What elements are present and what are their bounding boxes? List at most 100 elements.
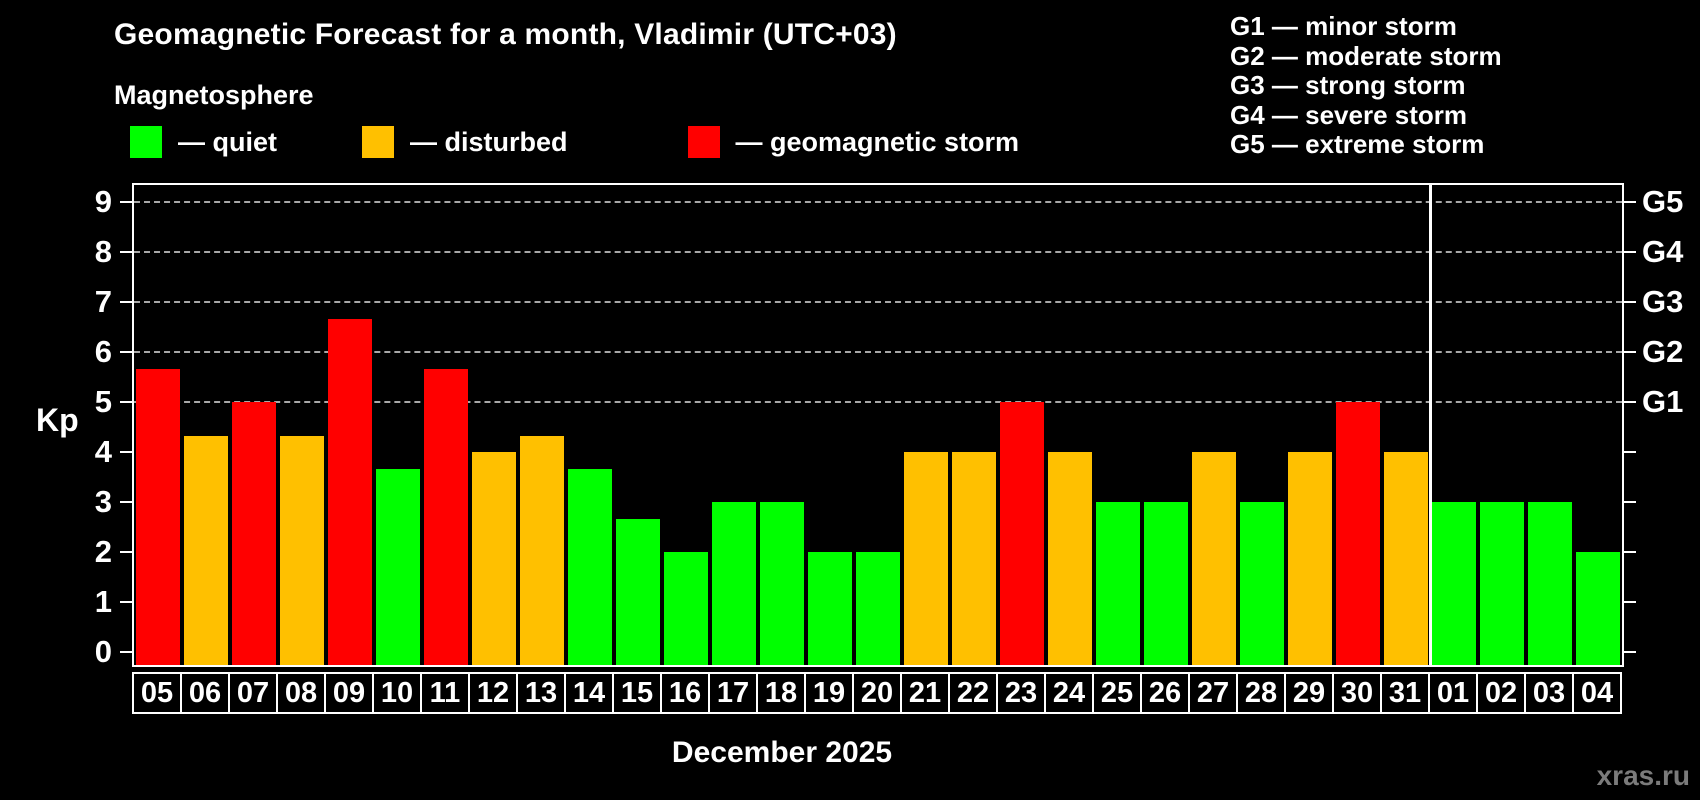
y-axis-tick-left — [120, 251, 132, 253]
g-axis-label-g3: G3 — [1642, 284, 1684, 319]
gridline-kp8 — [134, 251, 1622, 253]
month-separator-line — [1428, 185, 1432, 665]
kp-bar-day-03 — [1528, 502, 1572, 665]
kp-bar-day-19 — [808, 552, 852, 665]
g-scale-legend-line: G3 — strong storm — [1230, 70, 1466, 100]
gridline-kp9 — [134, 201, 1622, 203]
kp-bar-day-05 — [136, 368, 180, 665]
watermark: xras.ru — [1596, 760, 1690, 791]
y-tick-label-6: 6 — [94, 334, 112, 369]
gridline-kp5 — [134, 401, 1622, 403]
chart-subtitle: Magnetosphere — [114, 80, 314, 110]
day-label-13: 13 — [516, 672, 566, 714]
kp-bar-day-04 — [1576, 552, 1620, 665]
g-scale-legend-line: G4 — severe storm — [1230, 99, 1468, 130]
g-axis-label-g4: G4 — [1642, 234, 1684, 269]
y-axis-tick-left — [120, 601, 132, 603]
kp-bar-day-11 — [424, 368, 468, 665]
day-label-24: 24 — [1044, 672, 1094, 714]
y-tick-label-0: 0 — [94, 634, 112, 669]
legend-item-quiet: — quiet — [130, 126, 277, 158]
kp-bar-day-22 — [952, 452, 996, 665]
kp-bar-day-01 — [1432, 502, 1476, 665]
y-axis-tick-left — [120, 401, 132, 403]
kp-bar-day-17 — [712, 502, 756, 665]
legend-swatch-storm-icon — [687, 126, 720, 158]
day-label-23: 23 — [996, 672, 1046, 714]
day-label-01: 01 — [1428, 672, 1478, 714]
y-axis-tick-left — [120, 551, 132, 553]
legend-item-storm: — geomagnetic storm — [687, 126, 1020, 158]
day-label-19: 19 — [804, 672, 854, 714]
day-label-08: 08 — [276, 672, 326, 714]
g-scale-legend-line: G2 — moderate storm — [1230, 40, 1502, 71]
kp-bar-day-26 — [1144, 502, 1188, 665]
chart-title: Geomagnetic Forecast for a month, Vladim… — [114, 18, 897, 51]
g-axis-label-g5: G5 — [1642, 184, 1684, 219]
day-label-17: 17 — [708, 672, 758, 714]
y-tick-label-7: 7 — [94, 284, 112, 319]
day-label-02: 02 — [1476, 672, 1526, 714]
kp-bar-day-14 — [568, 468, 612, 665]
y-axis-tick-right — [1624, 651, 1636, 653]
g-scale-legend-line: G5 — extreme storm — [1230, 129, 1485, 159]
day-label-09: 09 — [324, 672, 374, 714]
gridline-kp6 — [134, 351, 1622, 353]
kp-bar-day-28 — [1240, 502, 1284, 665]
y-tick-label-3: 3 — [94, 484, 112, 519]
kp-bar-day-27 — [1192, 452, 1236, 665]
kp-bar-day-07 — [232, 402, 276, 665]
status-legend: — quiet — disturbed — geomagnetic storm — [130, 122, 1019, 162]
legend-item-disturbed: — disturbed — [362, 126, 568, 158]
day-label-07: 07 — [228, 672, 278, 714]
kp-bar-day-13 — [520, 435, 564, 665]
gridline-kp7 — [134, 301, 1622, 303]
kp-bar-day-20 — [856, 552, 900, 665]
y-axis-tick-right — [1624, 501, 1636, 503]
g-axis-label-g2: G2 — [1642, 334, 1684, 369]
day-label-31: 31 — [1380, 672, 1430, 714]
y-axis-tick-left — [120, 301, 132, 303]
kp-bar-day-08 — [280, 435, 324, 665]
day-label-12: 12 — [468, 672, 518, 714]
x-axis-title: December 2025 — [671, 736, 893, 769]
y-tick-label-8: 8 — [94, 234, 112, 269]
day-label-20: 20 — [852, 672, 902, 714]
y-axis-tick-right — [1624, 351, 1636, 353]
y-tick-label-1: 1 — [94, 584, 112, 619]
kp-bar-day-21 — [904, 452, 948, 665]
legend-label-quiet: — quiet — [178, 126, 277, 157]
day-label-05: 05 — [132, 672, 182, 714]
day-label-06: 06 — [180, 672, 230, 714]
kp-bar-day-15 — [616, 518, 660, 665]
kp-bar-day-10 — [376, 468, 420, 665]
day-label-27: 27 — [1188, 672, 1238, 714]
y-axis-tick-left — [120, 651, 132, 653]
kp-bar-day-25 — [1096, 502, 1140, 665]
day-label-26: 26 — [1140, 672, 1190, 714]
day-label-03: 03 — [1524, 672, 1574, 714]
kp-bar-day-24 — [1048, 452, 1092, 665]
y-tick-label-2: 2 — [94, 534, 112, 569]
day-label-16: 16 — [660, 672, 710, 714]
kp-bar-day-16 — [664, 552, 708, 665]
y-axis-tick-right — [1624, 451, 1636, 453]
kp-bar-day-23 — [1000, 402, 1044, 665]
day-label-18: 18 — [756, 672, 806, 714]
y-axis-tick-left — [120, 501, 132, 503]
g-scale-legend-line: G1 — minor storm — [1230, 11, 1457, 41]
day-label-11: 11 — [420, 672, 470, 714]
y-tick-label-9: 9 — [94, 184, 112, 219]
kp-bar-day-02 — [1480, 502, 1524, 665]
kp-bar-day-18 — [760, 502, 804, 665]
legend-label-disturbed: — disturbed — [410, 126, 568, 157]
y-tick-label-5: 5 — [94, 384, 112, 419]
day-label-21: 21 — [900, 672, 950, 714]
y-axis-title: Kp — [36, 402, 79, 438]
legend-label-storm: — geomagnetic storm — [735, 126, 1020, 157]
kp-bar-day-06 — [184, 435, 228, 665]
day-label-30: 30 — [1332, 672, 1382, 714]
y-axis-tick-right — [1624, 551, 1636, 553]
x-axis-day-labels: 05 06 07 08 09 10 11 12 13 14 15 16 17 18 19 20 21 22 23 24… — [132, 672, 1628, 714]
